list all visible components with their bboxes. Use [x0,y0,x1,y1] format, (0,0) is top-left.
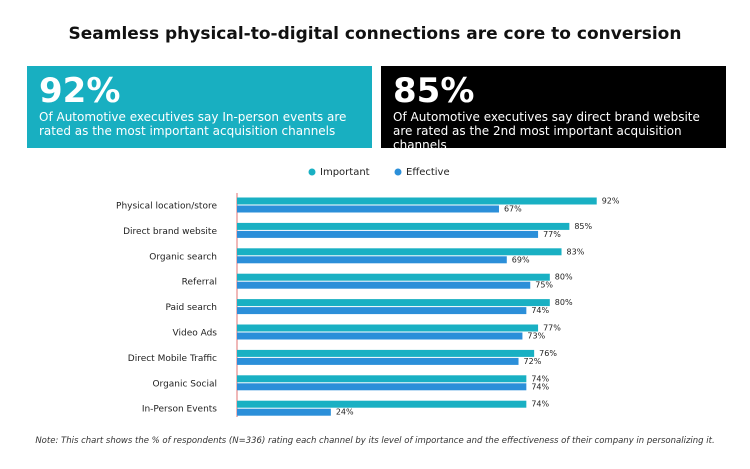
value-label: 67% [504,205,522,214]
y-tick-label: Organic search [149,252,217,262]
bar [237,273,550,281]
value-label: 73% [527,332,545,341]
value-label: 85% [574,222,592,231]
bar [237,281,531,289]
y-tick-label: Referral [182,278,217,288]
bar [237,400,527,408]
value-label: 77% [543,324,561,333]
value-label: 74% [531,306,549,315]
bar [237,205,499,213]
title: Seamless physical-to-digital connections… [68,24,682,44]
bar [237,349,535,357]
y-tick-label: In-Person Events [142,405,217,415]
bar [237,222,570,230]
legend-swatch [394,168,402,176]
bar [237,332,523,340]
value-label: 76% [539,349,557,358]
legend-swatch [308,168,316,176]
callout: 92% Of Automotive executives say In-pers… [27,66,372,148]
bar [237,307,527,315]
bar [237,299,550,307]
bar [237,230,539,238]
value-label: 72% [524,357,542,366]
y-tick-label: Direct brand website [123,227,217,237]
value-label: 92% [602,197,620,206]
legend-label: Effective [406,167,450,178]
y-tick-label: Paid search [165,303,217,313]
value-label: 74% [531,382,549,391]
value-label: 24% [336,408,354,417]
value-label: 83% [567,247,585,256]
bar [237,256,507,264]
value-label: 74% [531,374,549,383]
bar [237,408,331,416]
bar [237,197,597,205]
value-label: 75% [535,281,553,290]
value-label: 77% [543,230,561,239]
bar [237,324,539,332]
value-label: 69% [512,255,530,264]
callout-text: Of Automotive executives say direct bran… [393,110,700,152]
y-tick-label: Organic Social [152,379,217,389]
value-label: 80% [555,273,573,282]
legend-label: Important [320,167,370,178]
callout: 85% Of Automotive executives say direct … [381,66,726,152]
callout-text: Of Automotive executives say In-person e… [39,110,347,138]
y-tick-label: Direct Mobile Traffic [128,354,217,364]
callout-stat: 92% [39,71,121,111]
y-tick-label: Physical location/store [116,202,217,212]
y-tick-label: Video Ads [173,329,218,339]
note: Note: This chart shows the % of responde… [35,436,715,446]
bar [237,375,527,383]
value-label: 80% [555,298,573,307]
value-label: 74% [531,400,549,409]
callout-stat: 85% [393,71,475,111]
bar [237,357,519,365]
bar [237,248,562,256]
bar [237,383,527,391]
